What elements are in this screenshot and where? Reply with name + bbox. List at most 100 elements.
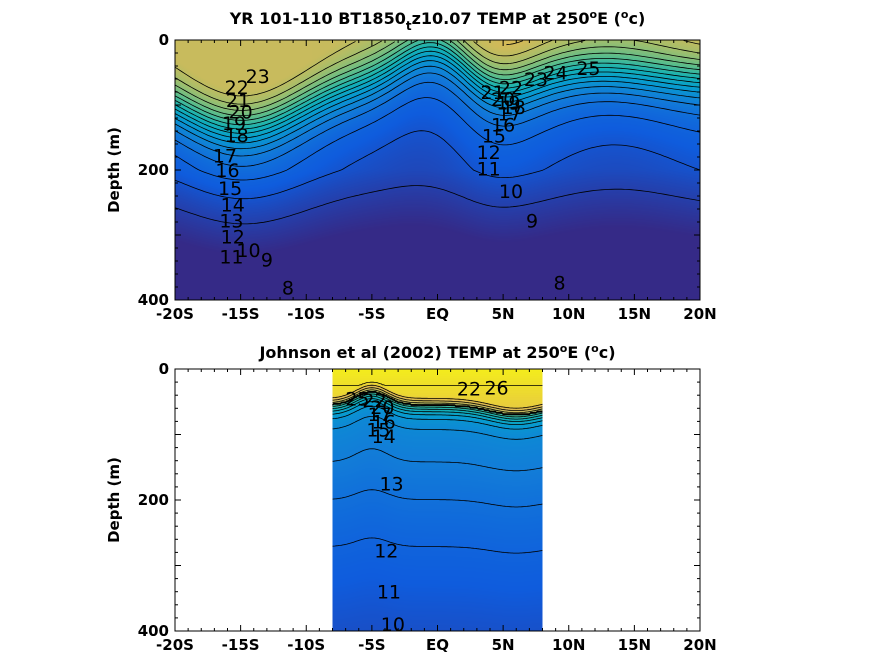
panel-2: -20S -15S -10S -5S EQ 5N 10N 15N 20N 0 200 400 Depth… xyxy=(105,342,717,654)
contour-label: 25 xyxy=(576,58,600,80)
contour-line xyxy=(174,39,701,121)
y-axis-label: Depth (m) xyxy=(105,457,123,543)
contour-label: 15 xyxy=(218,178,242,200)
x-tick-label: EQ xyxy=(426,636,449,654)
contour-label: 17 xyxy=(498,103,522,125)
y-tick-label: 200 xyxy=(138,161,169,179)
contour-label: 22 xyxy=(499,77,523,99)
contour-line xyxy=(174,39,701,105)
contour-line xyxy=(332,537,543,554)
contour-line xyxy=(332,489,543,508)
contour-label: 12 xyxy=(477,142,501,164)
contour-label: 9 xyxy=(526,211,538,233)
y-axis-label: Depth (m) xyxy=(105,127,123,213)
contour-line xyxy=(174,81,701,167)
contour-line xyxy=(174,60,701,144)
contour-line xyxy=(332,401,543,425)
contour-label: 16 xyxy=(372,411,396,433)
contour-label: 13 xyxy=(379,474,403,496)
contour-label: 11 xyxy=(477,159,501,181)
contour-label: 12 xyxy=(374,540,398,562)
x-tick-label: 15N xyxy=(618,305,651,323)
x-tick-label: 10N xyxy=(552,305,585,323)
y-tick-label: 400 xyxy=(138,622,169,640)
x-tick-label: -20S xyxy=(156,636,194,654)
chart-title: YR 101-110 BT1850tz10.07 TEMP at 250oE (… xyxy=(229,8,646,33)
contour-label: 18 xyxy=(502,97,526,119)
contour-label: 11 xyxy=(377,582,401,604)
contour-line xyxy=(332,416,543,440)
panel-1: -20S -15S -10S -5S EQ 5N 10N 15N 20N 0 200 400 Depth… xyxy=(105,8,717,323)
x-tick-label: 20N xyxy=(683,636,716,654)
y-tick-label: 400 xyxy=(138,291,169,309)
x-tick-label: -10S xyxy=(287,305,325,323)
contour-label: 18 xyxy=(225,125,249,147)
contour-label: 9 xyxy=(261,250,273,272)
x-tick-label: -20S xyxy=(156,305,194,323)
contour-line xyxy=(174,40,701,111)
contour-label: 14 xyxy=(372,426,396,448)
x-tick-label: 20N xyxy=(683,305,716,323)
contour-line xyxy=(332,384,543,409)
contour-label: 14 xyxy=(221,194,245,216)
y-tick-label: 200 xyxy=(138,491,169,509)
contour-line xyxy=(506,40,523,46)
x-tick-label: 5N xyxy=(492,636,515,654)
y-tick-label: 0 xyxy=(159,31,169,49)
contour-label: 16 xyxy=(491,115,515,137)
contour-line xyxy=(174,39,701,117)
contour-label: 13 xyxy=(219,211,243,233)
contour-line xyxy=(174,65,701,150)
contour-line xyxy=(174,50,701,134)
contour-label: 20 xyxy=(370,397,394,419)
contour-label: 15 xyxy=(482,126,506,148)
contour-label: 23 xyxy=(524,69,548,91)
contour-line xyxy=(332,448,543,472)
contour-label: 21 xyxy=(226,90,250,112)
contour-label: 22 xyxy=(457,379,481,401)
contour-line xyxy=(174,55,701,139)
chart-title: Johnson et al (2002) TEMP at 250oE (oc) xyxy=(258,342,615,362)
y-axis: 0 200 400 Depth (m) xyxy=(105,360,700,640)
contour-line xyxy=(174,39,701,97)
x-tick-label: 10N xyxy=(552,636,585,654)
contour-line xyxy=(174,72,701,157)
contour-label: 25 xyxy=(345,388,369,410)
contour-label: 8 xyxy=(554,272,566,294)
x-tick-label: -5S xyxy=(358,636,385,654)
contour-label: 16 xyxy=(215,160,239,182)
contour-label: 23 xyxy=(246,66,270,88)
x-tick-label: -5S xyxy=(358,305,385,323)
contour-label: 21 xyxy=(481,82,505,104)
contour-label: 22 xyxy=(225,77,249,99)
x-tick-label: 5N xyxy=(492,305,515,323)
contour-lines xyxy=(332,381,543,554)
contour-label: 17 xyxy=(368,404,392,426)
x-axis: -20S -15S -10S -5S EQ 5N 10N 15N 20N xyxy=(156,369,717,654)
contour-line xyxy=(332,398,543,422)
x-tick-label: -15S xyxy=(222,636,260,654)
contour-line xyxy=(332,391,543,415)
contour-label: 19 xyxy=(222,113,246,135)
y-tick-label: 0 xyxy=(159,360,169,378)
contour-line xyxy=(174,97,701,181)
x-tick-label: EQ xyxy=(426,305,449,323)
contour-label: 26 xyxy=(484,377,508,399)
contour-line xyxy=(332,387,543,411)
contour-line xyxy=(332,381,543,386)
contour-line xyxy=(174,185,701,225)
contour-label: 15 xyxy=(366,419,390,441)
contour-line xyxy=(332,405,543,430)
contour-line xyxy=(332,389,543,414)
contour-label: 10 xyxy=(499,181,523,203)
contour-label: 20 xyxy=(491,89,515,111)
contour-line xyxy=(174,46,701,130)
contour-label: 22 xyxy=(362,390,386,412)
contour-label: 12 xyxy=(221,226,245,248)
x-tick-label: -10S xyxy=(287,636,325,654)
contour-line xyxy=(332,395,543,420)
contour-label: 24 xyxy=(544,63,568,85)
